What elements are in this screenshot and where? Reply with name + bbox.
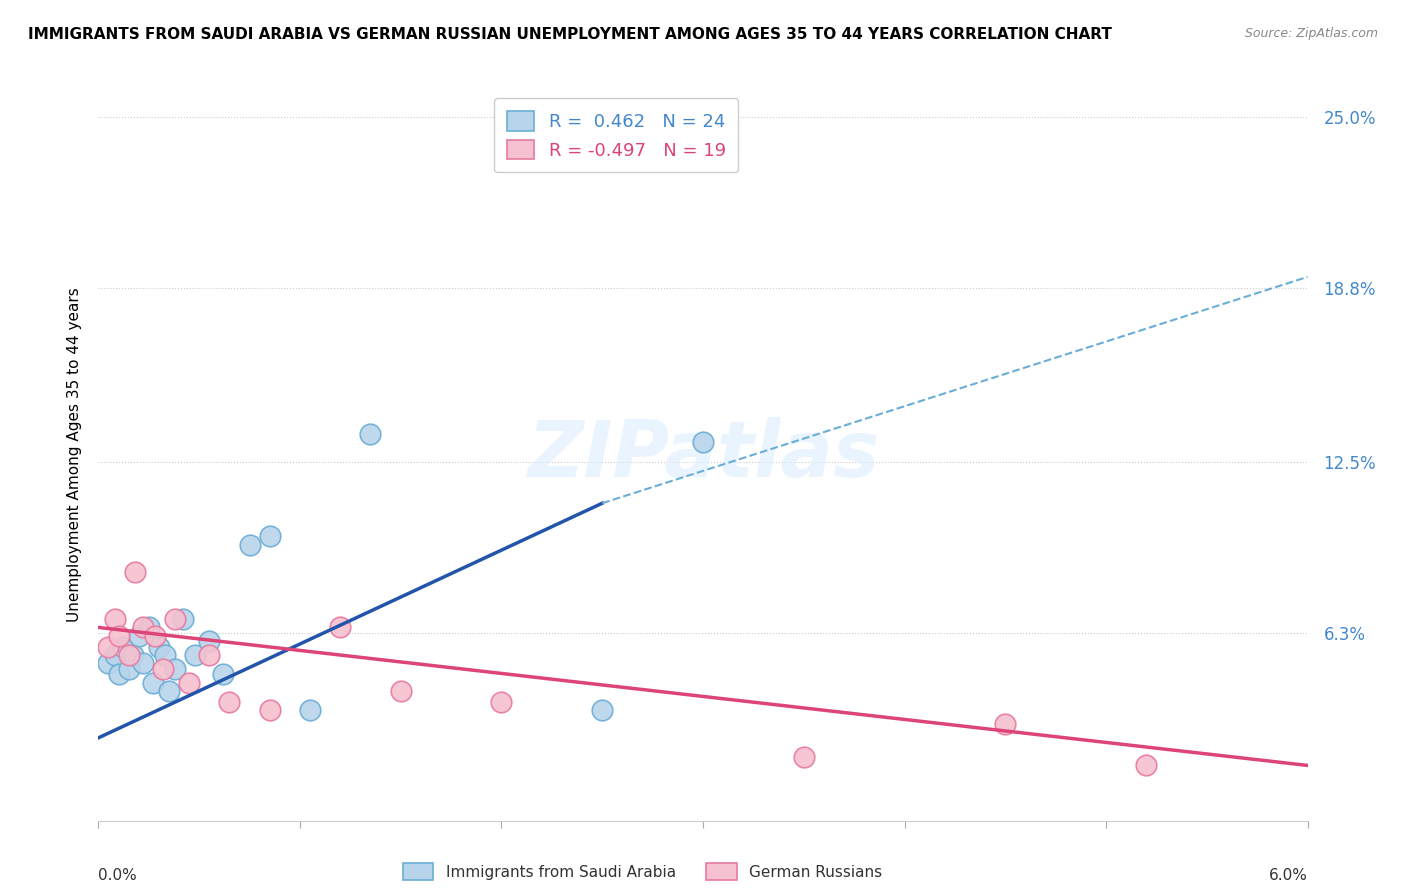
Point xyxy=(103,612,125,626)
Point xyxy=(157,684,180,698)
Point xyxy=(111,640,134,654)
Point xyxy=(152,662,174,676)
Legend: Immigrants from Saudi Arabia, German Russians: Immigrants from Saudi Arabia, German Rus… xyxy=(396,857,889,886)
Point xyxy=(163,662,186,676)
Point xyxy=(103,648,125,662)
Point xyxy=(118,648,141,662)
Point xyxy=(198,648,221,662)
Point xyxy=(148,640,170,654)
Text: IMMIGRANTS FROM SAUDI ARABIA VS GERMAN RUSSIAN UNEMPLOYMENT AMONG AGES 35 TO 44 : IMMIGRANTS FROM SAUDI ARABIA VS GERMAN R… xyxy=(28,27,1112,42)
Point xyxy=(132,657,155,671)
Point xyxy=(118,662,141,676)
Point xyxy=(591,703,613,717)
Point xyxy=(1135,758,1157,772)
Point xyxy=(259,529,281,543)
Y-axis label: Unemployment Among Ages 35 to 44 years: Unemployment Among Ages 35 to 44 years xyxy=(66,287,82,623)
Point xyxy=(212,667,235,681)
Point xyxy=(198,634,221,648)
Point xyxy=(163,612,186,626)
Text: 6.0%: 6.0% xyxy=(1268,868,1308,883)
Point xyxy=(143,629,166,643)
Point xyxy=(179,675,201,690)
Point xyxy=(153,648,176,662)
Point xyxy=(329,620,352,634)
Point xyxy=(142,675,165,690)
Point xyxy=(793,750,815,764)
Text: ZIPatlas: ZIPatlas xyxy=(527,417,879,493)
Point xyxy=(107,667,129,681)
Point xyxy=(218,695,240,709)
Point xyxy=(360,427,382,442)
Point xyxy=(389,684,412,698)
Point xyxy=(259,703,281,717)
Point xyxy=(172,612,194,626)
Point xyxy=(692,435,714,450)
Point xyxy=(97,640,120,654)
Point xyxy=(97,657,120,671)
Point xyxy=(132,620,155,634)
Point xyxy=(128,629,150,643)
Point xyxy=(121,648,143,662)
Point xyxy=(239,538,262,552)
Text: Source: ZipAtlas.com: Source: ZipAtlas.com xyxy=(1244,27,1378,40)
Point xyxy=(124,566,146,580)
Point xyxy=(138,620,160,634)
Point xyxy=(184,648,207,662)
Point xyxy=(491,695,513,709)
Point xyxy=(107,629,129,643)
Point xyxy=(299,703,322,717)
Point xyxy=(994,717,1017,731)
Text: 0.0%: 0.0% xyxy=(98,868,138,883)
